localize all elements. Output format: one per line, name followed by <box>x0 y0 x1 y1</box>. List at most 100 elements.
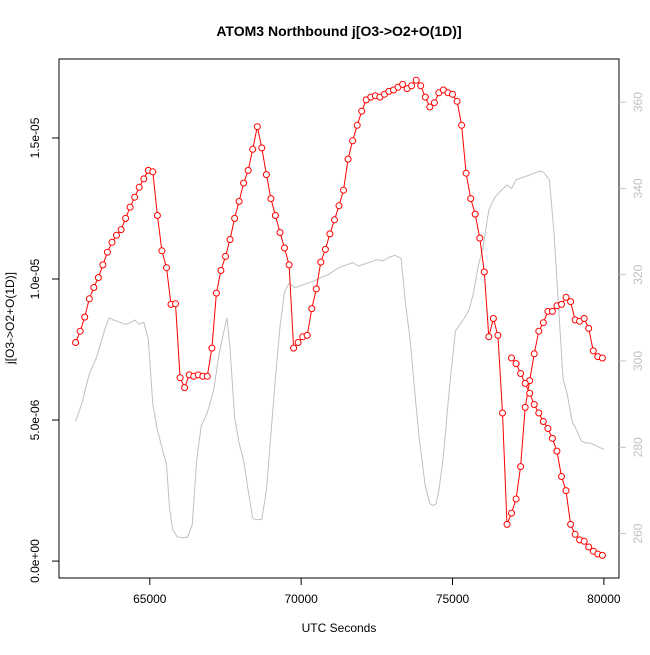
data-point <box>318 259 324 265</box>
data-point <box>500 410 506 416</box>
data-point <box>268 196 274 202</box>
data-point <box>413 77 419 83</box>
data-point <box>263 172 269 178</box>
data-point <box>581 316 587 322</box>
data-point <box>536 410 542 416</box>
data-point <box>563 488 569 494</box>
data-point <box>341 187 347 193</box>
data-point <box>418 83 424 89</box>
chart-background <box>0 0 650 650</box>
data-point <box>504 521 510 527</box>
y2-tick-label: 360 <box>631 92 645 112</box>
data-point <box>431 100 437 106</box>
data-point <box>104 249 110 255</box>
data-point <box>477 235 483 241</box>
y2-tick-label: 280 <box>631 437 645 457</box>
chart: 65000 70000 75000 80000 0.0e+005.0e-061.0e-… <box>0 0 650 650</box>
data-point <box>568 299 574 305</box>
data-point <box>77 328 83 334</box>
x-axis-label: UTC Seconds <box>302 621 377 635</box>
data-point <box>486 334 492 340</box>
data-point <box>259 145 265 151</box>
data-point <box>568 521 574 527</box>
data-point <box>177 375 183 381</box>
data-point <box>100 262 106 268</box>
data-point <box>136 184 142 190</box>
data-point <box>468 196 474 202</box>
data-point <box>490 316 496 322</box>
data-point <box>509 355 515 361</box>
data-point <box>150 169 156 175</box>
y2-tick-label: 260 <box>631 523 645 543</box>
data-point <box>495 332 501 338</box>
data-point <box>114 232 120 238</box>
data-point <box>209 345 215 351</box>
data-point <box>559 474 565 480</box>
data-point <box>459 122 465 128</box>
data-point <box>313 286 319 292</box>
data-point <box>590 348 596 354</box>
data-point <box>82 314 88 320</box>
data-point <box>513 361 519 367</box>
data-point <box>332 217 338 223</box>
x-tick-label: 65000 <box>133 592 167 606</box>
data-point <box>322 246 328 252</box>
data-point <box>154 213 160 219</box>
data-point <box>350 138 356 144</box>
data-point <box>345 156 351 162</box>
data-point <box>95 275 101 281</box>
data-point <box>522 404 528 410</box>
data-point <box>236 198 242 204</box>
chart-title: ATOM3 Northbound j[O3->O2+O(1D)] <box>216 23 461 39</box>
data-point <box>132 194 138 200</box>
data-point <box>272 213 278 219</box>
data-point <box>422 94 428 100</box>
data-point <box>241 180 247 186</box>
data-point <box>295 340 301 346</box>
data-point <box>559 301 565 307</box>
data-point <box>118 227 124 233</box>
data-point <box>182 385 188 391</box>
data-point <box>518 371 524 377</box>
data-point <box>540 419 546 425</box>
data-point <box>354 122 360 128</box>
x-tick-label: 80000 <box>587 592 621 606</box>
data-point <box>572 531 578 537</box>
data-point <box>141 176 147 182</box>
data-point <box>213 290 219 296</box>
data-point <box>227 237 233 243</box>
data-point <box>232 215 238 221</box>
data-point <box>86 296 92 302</box>
data-point <box>286 262 292 268</box>
data-point <box>336 203 342 209</box>
data-point <box>513 496 519 502</box>
data-point <box>463 170 469 176</box>
data-point <box>599 552 605 558</box>
y2-tick-label: 340 <box>631 178 645 198</box>
data-point <box>518 464 524 470</box>
data-point <box>164 265 170 271</box>
y2-tick-label: 300 <box>631 351 645 371</box>
y-tick-label: 1.5e-05 <box>28 117 42 158</box>
data-point <box>91 285 97 291</box>
data-point <box>123 215 129 221</box>
data-point <box>599 355 605 361</box>
data-point <box>223 253 229 259</box>
data-point <box>250 146 256 152</box>
data-point <box>173 301 179 307</box>
data-point <box>282 245 288 251</box>
y-tick-label: 0.0e+00 <box>28 539 42 583</box>
data-point <box>304 332 310 338</box>
data-point <box>527 390 533 396</box>
data-point <box>509 510 515 516</box>
data-point <box>549 308 555 314</box>
data-point <box>545 426 551 432</box>
data-point <box>522 380 528 386</box>
data-point <box>581 538 587 544</box>
data-point <box>218 268 224 274</box>
data-point <box>454 98 460 104</box>
data-point <box>309 306 315 312</box>
data-point <box>540 320 546 326</box>
data-point <box>554 448 560 454</box>
y-tick-label: 1.0e-05 <box>28 258 42 299</box>
